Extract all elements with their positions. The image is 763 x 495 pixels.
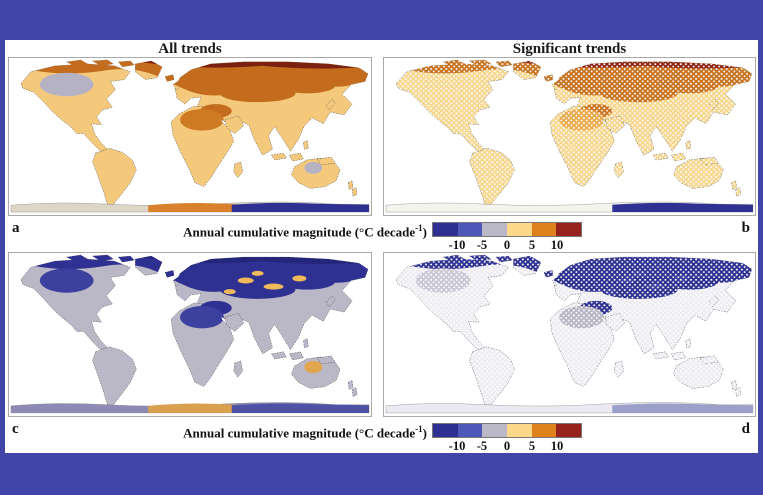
colorbar-tick: 10 (550, 439, 564, 453)
colorbar-segment (507, 424, 532, 437)
map-panel-a (8, 57, 372, 216)
antarctica-layer (10, 402, 370, 414)
sparse-mask (396, 255, 752, 402)
colorbar-label: Annual cumulative magnitude (°C decade-1… (183, 223, 427, 240)
map-panel-d (383, 252, 756, 417)
colorbar-ticks: -10 -5 0 5 10 (432, 238, 582, 252)
colorbar-segment (433, 223, 458, 236)
australia-patch (304, 360, 323, 374)
panel-label-d: d (741, 421, 750, 437)
colorbar-tick: 0 (503, 238, 511, 252)
colorbar-segment (556, 223, 582, 236)
colorbar-tick: 5 (528, 238, 536, 252)
north-africa-patch (180, 305, 224, 329)
antarctica-layer (10, 201, 370, 213)
colorbar-tick: 5 (528, 439, 536, 453)
map-panel-b (383, 57, 756, 216)
sparse-mask (396, 59, 752, 202)
colorbar-segment (433, 424, 458, 437)
panel-label-b: b (741, 220, 750, 236)
canada-patch (39, 268, 94, 293)
antarctica-layer (385, 402, 754, 414)
colorbar-tick: 0 (503, 439, 511, 453)
north-africa-patch (180, 109, 224, 131)
colorbar-tick: -5 (476, 238, 488, 252)
world-map (10, 59, 370, 213)
colorbar-segment (457, 223, 483, 236)
column-title-all-trends: All trends (158, 41, 222, 57)
canada-patch (39, 72, 94, 97)
colorbar-tick: -5 (476, 439, 488, 453)
antarctica-layer (385, 201, 754, 213)
colorbar (432, 423, 582, 438)
colorbar-segment (531, 223, 557, 236)
colorbar-tick: -10 (448, 439, 466, 453)
northern-trend-band (20, 59, 369, 118)
world-map (385, 254, 754, 414)
trend-overlay-layer (20, 59, 369, 174)
colorbar-ticks: -10 -5 0 5 10 (432, 439, 582, 453)
colorbar-label: Annual cumulative magnitude (°C decade-1… (183, 424, 427, 441)
trend-overlay-layer (396, 255, 752, 402)
colorbar (432, 222, 582, 237)
colorbar-segment (556, 424, 582, 437)
annotation-row-2: c Annual cumulative magnitude (°C decade… (5, 417, 758, 453)
panel-label-c: c (12, 421, 19, 437)
colorbar-tick: 10 (550, 238, 564, 252)
figure-canvas: All trends Significant trends (5, 40, 758, 453)
colorbar-segment (457, 424, 483, 437)
world-map (10, 254, 370, 414)
annotation-row-1: a Annual cumulative magnitude (°C decade… (5, 216, 758, 252)
map-panel-c (8, 252, 372, 417)
colorbar-segment (482, 424, 508, 437)
world-map (385, 59, 754, 213)
trend-overlay-layer (396, 59, 752, 202)
australia-patch (304, 162, 323, 174)
central-asia-speckles (223, 270, 307, 295)
colorbar-segment (482, 223, 508, 236)
colorbar-tick: -10 (448, 238, 466, 252)
column-title-significant-trends: Significant trends (512, 41, 627, 57)
panel-label-a: a (12, 220, 20, 236)
colorbar-segment (507, 223, 532, 236)
colorbar-segment (531, 424, 557, 437)
